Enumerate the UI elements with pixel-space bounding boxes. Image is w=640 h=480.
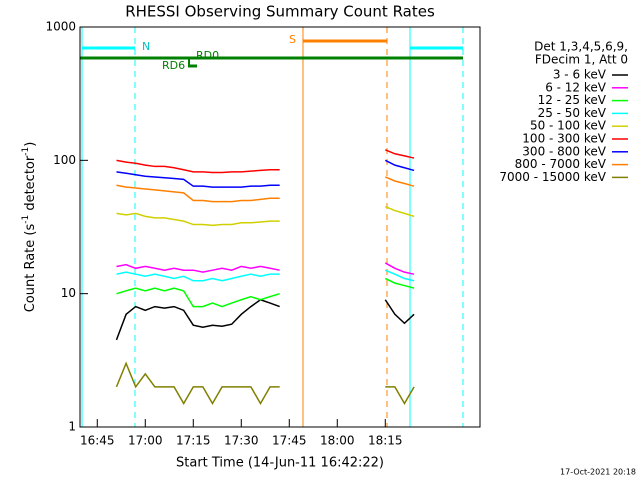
x-axis-label: Start Time (14-Jun-11 16:42:22) (176, 456, 384, 471)
x-tick-label: 17:15 (176, 434, 211, 448)
y-tick-label: 1 (68, 420, 76, 434)
annotation: S (289, 33, 296, 46)
series-line (384, 159, 415, 172)
plot-area (80, 27, 480, 427)
y-label-part: detector (23, 155, 38, 215)
plot-frame (79, 26, 481, 428)
legend-label: 50 - 100 keV (530, 119, 607, 133)
y-label-part: -1 (21, 147, 31, 156)
y-label-part: ) (23, 142, 38, 147)
series-line (384, 277, 415, 289)
y-tick-label: 10 (61, 286, 76, 300)
legend-label: 25 - 50 keV (538, 106, 607, 120)
x-tick-label: 18:00 (320, 434, 355, 448)
y-label-part: -1 (21, 215, 31, 224)
series-line (116, 263, 280, 273)
series-line (384, 299, 415, 325)
x-tick-label: 17:45 (272, 434, 307, 448)
series-line (116, 271, 280, 282)
y-label-part: Count Rate (s (23, 224, 38, 313)
series-line (116, 212, 280, 227)
x-tick-label: 16:45 (80, 434, 115, 448)
chart-title: RHESSI Observing Summary Count Rates (125, 3, 435, 21)
annotation: RD6 (162, 59, 185, 72)
series-line (384, 149, 415, 159)
legend-title: FDecim 1, Att 0 (535, 53, 628, 67)
legend-label: 12 - 25 keV (538, 93, 607, 107)
markers: N S RD0 RD6 (80, 27, 464, 427)
x-tick-label: 17:30 (224, 434, 259, 448)
legend-label: 3 - 6 keV (553, 68, 607, 82)
series-line (384, 262, 415, 275)
series-line (116, 184, 280, 203)
legend-label: 6 - 12 keV (545, 80, 607, 94)
annotation: N (142, 40, 150, 53)
annotation: RD0 (196, 49, 219, 62)
series-line (384, 205, 415, 218)
series-line (116, 171, 280, 188)
legend-label: 7000 - 15000 keV (499, 170, 606, 184)
legend-label: 800 - 7000 keV (515, 157, 607, 171)
legend-title: Det 1,3,4,5,6,9, (534, 40, 628, 54)
legend-label: 300 - 800 keV (522, 144, 606, 158)
y-tick-label: 100 (53, 153, 76, 167)
footer: 17-Oct-2021 20:18 (560, 468, 636, 477)
series-line (385, 386, 415, 406)
series-line (115, 298, 280, 341)
series-line (116, 287, 280, 308)
x-tick-label: 17:00 (128, 434, 163, 448)
y-axis-label: Count Rate (s-1 detector-1) (21, 142, 38, 313)
series-line (384, 176, 415, 187)
series-line (115, 361, 280, 406)
legend-label: 100 - 300 keV (522, 132, 606, 146)
series-line (116, 159, 280, 174)
series-line (384, 269, 415, 282)
y-tick-label: 1000 (45, 20, 76, 34)
x-tick-label: 18:15 (368, 434, 403, 448)
